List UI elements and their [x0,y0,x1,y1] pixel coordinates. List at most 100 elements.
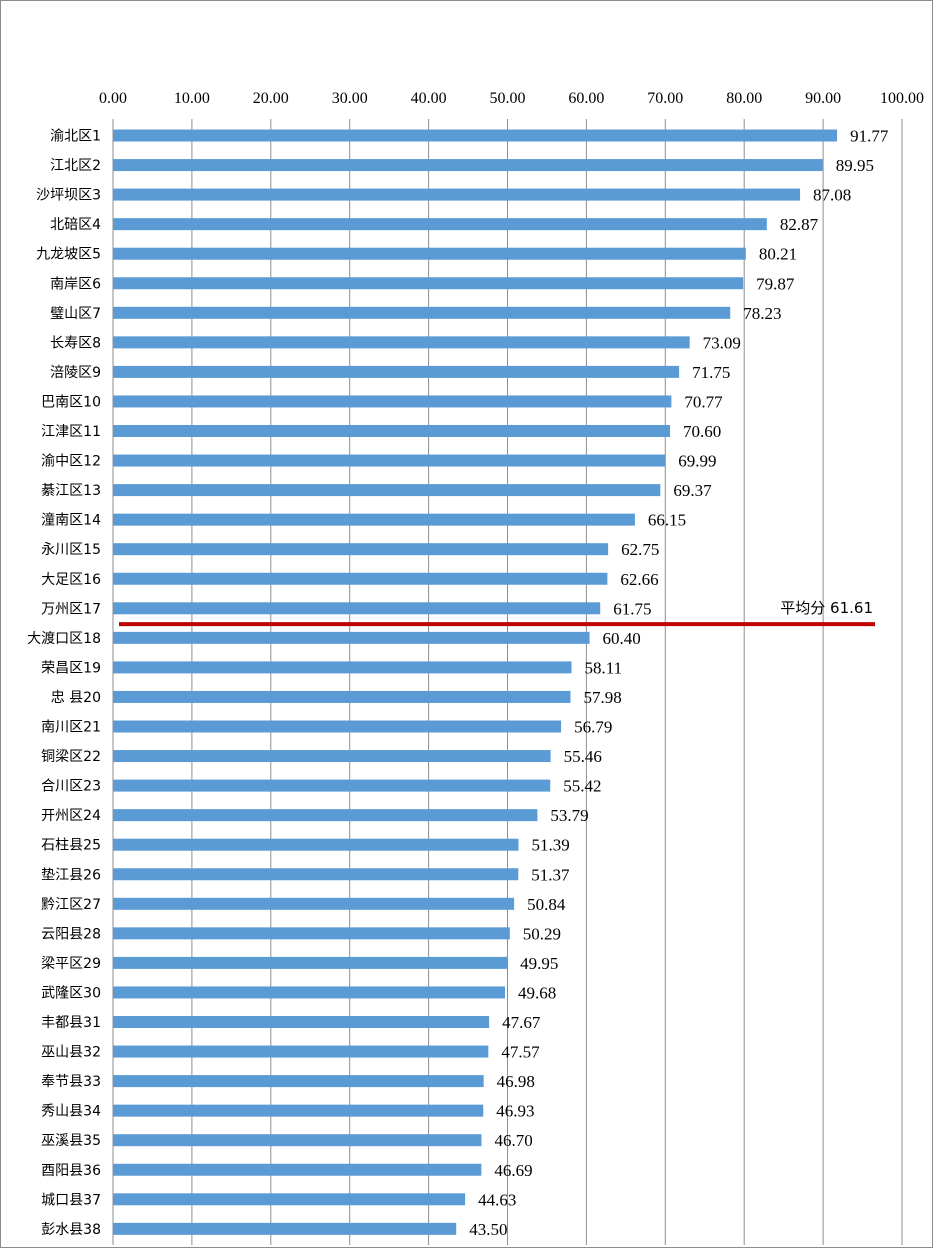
bar [113,484,661,497]
data-label: 87.08 [813,186,851,205]
x-tick-label: 30.00 [332,90,368,107]
category-label: 武隆区30 [41,985,101,1001]
category-label: 黔江区27 [41,897,101,913]
data-label: 58.11 [584,658,622,677]
data-label: 80.21 [759,245,797,264]
category-label: 奉节县33 [41,1074,101,1090]
bar [113,1045,489,1058]
bar [113,809,538,822]
category-label: 荣昌区19 [41,660,101,676]
bar [113,868,519,881]
x-axis-ticks: 0.00 10.00 20.00 30.00 40.00 50.00 60.00 70.00 8… [99,90,924,107]
data-label: 57.98 [583,688,621,707]
bar [113,395,672,408]
bar [113,897,515,910]
bar [113,159,823,172]
category-label: 石柱县25 [41,838,101,854]
data-label: 69.99 [678,452,716,471]
data-label: 55.46 [564,747,602,766]
bar [113,602,601,615]
data-label: 89.95 [836,156,874,175]
bar [113,1016,490,1028]
x-tick-label: 80.00 [726,90,762,107]
bar [113,1134,482,1147]
bar [113,779,551,792]
category-label: 铜梁区22 [41,749,101,765]
category-label: 垫江县26 [41,867,101,883]
x-tick-label: 70.00 [647,90,683,107]
bar [113,425,671,437]
data-label: 61.75 [613,599,651,618]
category-label: 渝中区12 [41,454,101,470]
category-label: 开州区24 [41,808,101,824]
data-label: 55.42 [563,777,601,796]
data-label: 79.87 [756,274,795,293]
bar [113,986,505,999]
data-label: 49.68 [518,983,556,1002]
category-label: 綦江区13 [41,483,101,499]
data-label: 51.39 [531,836,569,855]
data-label: 51.37 [531,865,570,884]
bar [113,1104,484,1117]
data-label: 56.79 [574,718,612,737]
data-label: 69.37 [673,481,712,500]
data-label: 53.79 [550,806,588,825]
data-label: 60.40 [603,629,641,648]
category-label: 城口县37 [41,1192,101,1208]
data-label: 73.09 [703,333,741,352]
bar [113,1163,482,1176]
bar [113,1193,466,1206]
category-label: 长寿区8 [50,334,101,351]
average-line-group: 平均分 61.61 [119,599,875,627]
category-label: 江津区11 [41,424,101,440]
data-label: 44.63 [478,1190,516,1209]
data-label: 82.87 [780,215,819,234]
category-label: 大足区16 [41,572,101,588]
category-label: 丰都县31 [41,1015,101,1031]
bar [113,218,767,231]
category-label: 潼南区14 [41,512,101,529]
category-label: 巴南区10 [41,394,101,410]
bar [113,690,571,703]
data-label: 49.95 [520,954,558,973]
category-labels: 渝北区1 江北区2 沙坪坝区3 北碚区4 九龙坡区5 南岸区6 璧山区7 长寿区8 涪陵区9 巴南… [27,129,101,1238]
bar [113,513,635,526]
bar [113,1075,484,1088]
x-tick-label: 10.00 [174,90,210,107]
data-label: 47.57 [501,1043,540,1062]
data-label: 66.15 [648,511,686,530]
bar [113,306,731,319]
data-label: 62.66 [620,570,658,589]
x-tick-label: 90.00 [805,90,841,107]
category-label: 大渡口区18 [27,631,101,647]
category-label: 永川区15 [41,542,101,558]
x-tick-label: 100.00 [880,90,924,107]
category-label: 九龙坡区5 [36,247,101,263]
category-label: 万州区17 [41,601,101,617]
category-label: 江北区2 [50,158,101,174]
category-label: 南岸区6 [50,276,101,292]
data-label: 91.77 [850,127,889,146]
bars [113,129,838,1235]
category-label: 云阳县28 [41,926,101,942]
category-label: 渝北区1 [50,129,101,145]
bar [113,838,519,851]
bar [113,454,666,467]
data-label: 46.70 [494,1131,532,1150]
category-label: 忠 县20 [51,690,101,706]
data-label: 47.67 [502,1013,541,1032]
category-label: 彭水县38 [41,1222,101,1238]
data-label: 46.69 [494,1161,532,1180]
category-label: 沙坪坝区3 [36,188,101,204]
bar [113,572,608,585]
data-label: 78.23 [743,304,781,323]
bar [113,720,562,733]
bar [113,631,590,644]
category-label: 璧山区7 [50,305,101,322]
data-label: 46.93 [496,1102,534,1121]
x-tick-label: 50.00 [490,90,526,107]
bar [113,927,510,940]
data-label: 62.75 [621,540,659,559]
